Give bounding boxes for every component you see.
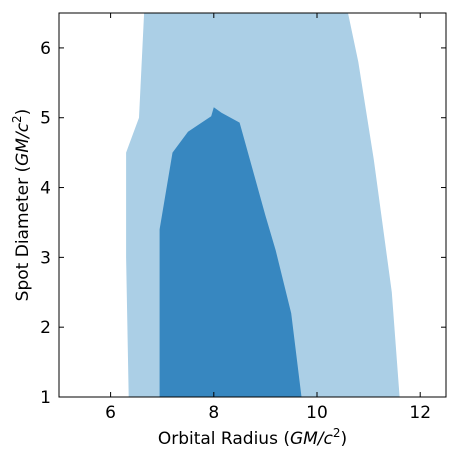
x-tick-label: 12 xyxy=(409,403,431,423)
x-tick-label: 6 xyxy=(105,403,116,423)
x-axis-label: Orbital Radius (GM/c2) xyxy=(158,426,347,449)
x-tick-label: 8 xyxy=(208,403,219,423)
y-tick-label: 6 xyxy=(40,39,51,59)
plot-frame xyxy=(58,12,447,398)
y-tick-label: 3 xyxy=(40,248,51,268)
confidence-region-2 xyxy=(159,107,302,397)
confidence-regions xyxy=(126,13,400,397)
y-axis-label: Spot Diameter (GM/c2) xyxy=(10,109,33,302)
y-tick-label: 5 xyxy=(40,109,51,129)
x-tick-label: 10 xyxy=(306,403,328,423)
y-tick-label: 2 xyxy=(40,318,51,338)
y-tick-label: 4 xyxy=(40,179,51,199)
y-tick-label: 1 xyxy=(40,388,51,408)
